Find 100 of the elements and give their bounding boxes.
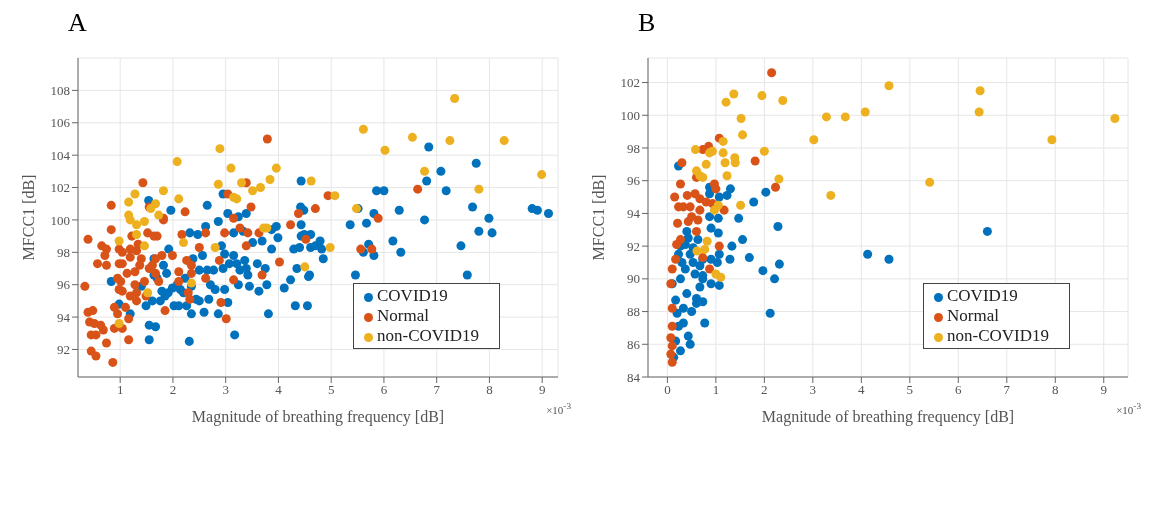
point — [132, 230, 142, 240]
point — [450, 93, 460, 103]
point — [130, 189, 140, 199]
point — [671, 254, 681, 264]
point — [730, 158, 740, 168]
point — [767, 68, 777, 78]
point — [271, 163, 281, 173]
point — [691, 226, 701, 236]
y-tick-label: 108 — [50, 83, 70, 98]
x-tick-label: 7 — [433, 382, 441, 398]
point — [210, 242, 220, 252]
point — [675, 179, 685, 189]
chart-title: A — [68, 8, 87, 38]
point — [750, 156, 760, 166]
text: ×10$^{-3}$ — [1116, 401, 1141, 416]
point — [265, 174, 275, 184]
point — [975, 86, 985, 96]
x-tick-label: 0 — [664, 382, 671, 398]
y-axis-title: MFCC1 [dB] — [19, 174, 37, 261]
y-tick-label: 104 — [50, 147, 71, 163]
point — [721, 97, 731, 107]
y-tick-label: 88 — [627, 304, 640, 320]
legend-label: Normal — [377, 306, 429, 325]
legend-label: Normal — [947, 306, 999, 325]
point — [474, 184, 484, 194]
point — [720, 158, 730, 168]
point — [685, 202, 695, 212]
point — [826, 190, 836, 200]
point — [237, 178, 247, 188]
point — [718, 148, 728, 158]
point — [172, 157, 182, 167]
point — [114, 319, 124, 329]
point — [714, 241, 724, 251]
y-tick-label: 102 — [50, 180, 70, 196]
x-tick-label: 4 — [858, 382, 866, 398]
point — [729, 89, 739, 99]
x-tick-label: 8 — [1052, 382, 1059, 398]
point — [692, 246, 702, 256]
point — [771, 182, 781, 192]
y-tick-label: 90 — [627, 271, 640, 287]
point — [300, 262, 310, 272]
point — [757, 91, 767, 101]
chart-title: B — [638, 8, 656, 38]
y-tick-label: 96 — [627, 173, 641, 189]
point — [248, 186, 258, 196]
x-tick-label: 3 — [809, 382, 817, 398]
x-tick-label: 5 — [327, 382, 335, 398]
y-tick-label: 86 — [627, 336, 641, 352]
y-tick-label: 94 — [57, 309, 71, 325]
point — [125, 215, 135, 225]
point — [675, 235, 685, 245]
y-tick-label: 92 — [57, 342, 70, 358]
x-axis-title: Magnitude of breathing frequency [dB] — [191, 408, 445, 426]
point — [860, 107, 870, 117]
point — [306, 176, 316, 186]
point — [736, 200, 746, 210]
x-tick-label: 8 — [486, 382, 493, 398]
point — [695, 205, 705, 215]
point — [713, 200, 723, 210]
y-tick-label: 98 — [627, 140, 640, 156]
y-tick-label: 100 — [50, 212, 70, 228]
point — [691, 145, 701, 155]
point — [445, 136, 455, 146]
point — [718, 136, 728, 146]
y-tick-label: 98 — [57, 244, 70, 260]
point — [667, 341, 677, 351]
point — [738, 130, 748, 140]
y-tick-label: 92 — [627, 238, 640, 254]
point — [1047, 135, 1057, 145]
y-axis-title: MFCC1 [dB] — [589, 174, 607, 261]
point — [380, 145, 390, 155]
point — [809, 135, 819, 145]
x-tick-label: 9 — [1100, 382, 1108, 398]
x-tick-label: 1 — [116, 382, 124, 398]
point — [226, 163, 236, 173]
point — [702, 236, 712, 246]
point — [139, 241, 149, 251]
y-tick-label: 96 — [57, 277, 71, 293]
point — [330, 191, 340, 201]
y-tick-label: 100 — [620, 107, 640, 123]
y-tick-label: 94 — [627, 206, 641, 222]
y-tick-label: 106 — [50, 115, 71, 131]
y-tick-label: 102 — [620, 75, 640, 91]
x-tick-label: 2 — [761, 382, 768, 398]
x-tick-label: 3 — [222, 382, 229, 398]
point — [736, 114, 746, 124]
x-tick-label: 7 — [1003, 382, 1011, 398]
point — [124, 197, 134, 207]
point — [705, 264, 715, 274]
point — [666, 333, 676, 343]
point — [667, 303, 677, 313]
point — [719, 205, 729, 215]
point — [700, 244, 710, 254]
point — [667, 321, 677, 331]
point — [174, 194, 184, 204]
point — [925, 177, 935, 187]
x-tick-label: 5 — [906, 382, 914, 398]
point — [884, 81, 894, 91]
point — [670, 192, 680, 202]
point — [139, 217, 149, 227]
